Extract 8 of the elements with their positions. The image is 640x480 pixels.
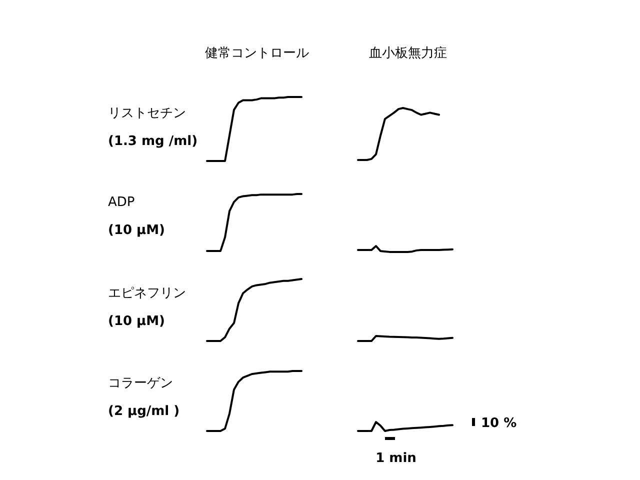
y-axis-title: ADP (10 μM): [108, 195, 166, 238]
chart-title: 健常コントロール: [205, 46, 309, 61]
chart-title: 血小板無力症: [369, 46, 447, 61]
text: 10 %: [481, 416, 517, 431]
y-axis-title: リストセチン (1.3 mg /ml): [108, 106, 198, 149]
text: 1 min: [376, 451, 416, 466]
y-axis-title: コラーゲン (2 μg/ml ): [108, 376, 180, 419]
y-axis-title: エピネフリン (10 μM): [108, 286, 186, 329]
